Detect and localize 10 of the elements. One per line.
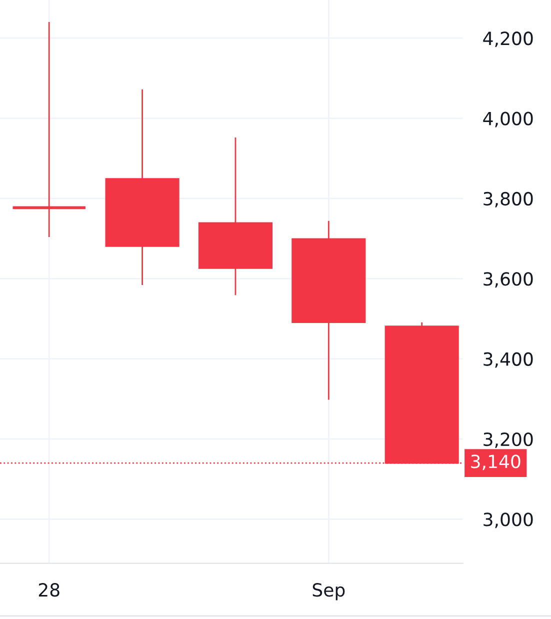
y-tick-label: 3,400 — [484, 352, 533, 368]
x-tick-label: Sep — [312, 583, 345, 600]
y-tick-label: 3,800 — [484, 192, 533, 208]
y-tick-label: 4,000 — [483, 112, 533, 128]
ref-line-label: 3,140 — [471, 454, 520, 470]
x-tick-label: 28 — [38, 583, 60, 597]
y-tick-label: 3,000 — [484, 512, 533, 528]
y-tick-label: 3,600 — [484, 272, 533, 288]
y-tick-label: 3,200 — [484, 432, 533, 448]
y-tick-label: 4,200 — [483, 32, 533, 48]
